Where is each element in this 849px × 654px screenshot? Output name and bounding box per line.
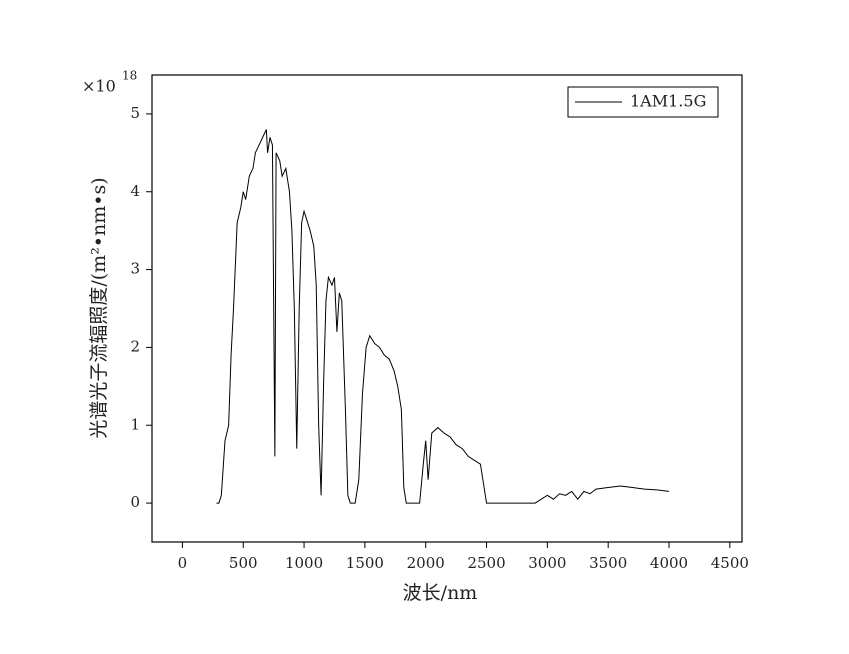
plot-frame [151, 74, 743, 543]
y-tick-label: 0 [130, 493, 140, 511]
x-axis-label: 波长/nm [403, 582, 478, 604]
x-tick-label: 3500 [589, 554, 627, 572]
y-tick-label: 2 [130, 337, 140, 355]
y-exponent: 18 [122, 69, 137, 83]
x-tick-label: 1500 [346, 554, 384, 572]
x-tick-label: 4500 [711, 554, 749, 572]
legend-label: 1AM1.5G [630, 92, 706, 111]
x-tick-label: 500 [229, 554, 258, 572]
y-axis-label: 光谱光子流辐照度/(m²•nm•s) [88, 177, 110, 438]
x-tick-label: 3000 [528, 554, 566, 572]
y-tick-label: 4 [130, 182, 140, 200]
y-multiplier: ×10 [82, 77, 116, 96]
x-tick-label: 2500 [467, 554, 505, 572]
x-tick-label: 2000 [407, 554, 445, 572]
data-line [216, 129, 670, 504]
x-tick-label: 0 [178, 554, 188, 572]
y-tick-label: 3 [130, 260, 140, 278]
x-tick-label: 1000 [285, 554, 323, 572]
y-tick-label: 1 [130, 415, 140, 433]
y-tick-label: 5 [130, 104, 140, 122]
x-tick-label: 4000 [650, 554, 688, 572]
